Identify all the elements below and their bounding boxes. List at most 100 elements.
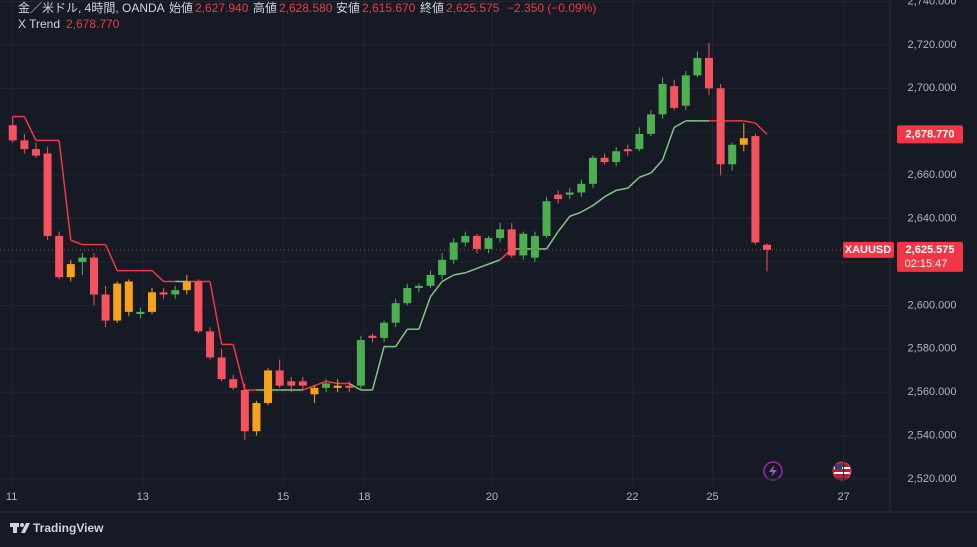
candle-body: [287, 381, 296, 386]
trend-line: [743, 120, 756, 124]
candle-body: [716, 88, 725, 165]
trend-line: [673, 120, 687, 129]
candle-body: [461, 235, 470, 243]
candle-body: [182, 281, 191, 291]
header: 金／米ドル, 4時間, OANDA 始値 2,627.940 高値 2,628.…: [18, 0, 596, 31]
candle-body: [391, 303, 400, 323]
candle-body: [449, 242, 458, 260]
x-tick-label: 22: [626, 491, 638, 503]
candle-body: [159, 292, 168, 295]
trend-line: [151, 270, 165, 283]
indicator-price-label: 2,678.770: [906, 128, 955, 140]
trend-line: [348, 382, 362, 391]
candle-body: [646, 114, 655, 134]
candle-body: [739, 138, 748, 145]
y-tick-label: 2,560.000: [908, 386, 957, 398]
trend-line: [476, 263, 489, 270]
trend-line: [325, 380, 338, 385]
trend-line: [616, 187, 628, 192]
trend-line: [453, 272, 466, 276]
trend-line: [661, 127, 675, 161]
candle-body: [403, 287, 412, 304]
candle-body: [507, 229, 516, 256]
candle-body: [101, 294, 110, 321]
candle-body: [194, 281, 203, 332]
candle-body: [66, 264, 75, 278]
ohlc-value: 2,628.580: [279, 1, 333, 15]
trend-line: [650, 159, 664, 174]
flag-stripe: [834, 472, 850, 474]
ohlc-value: 2,627.940: [195, 1, 249, 15]
symbol-tag-box: [843, 241, 894, 258]
candle-body: [704, 57, 713, 89]
candle-body: [438, 259, 447, 275]
trend-line: [557, 215, 571, 233]
candle-body: [229, 379, 238, 388]
candle-body: [78, 257, 87, 262]
candle-body: [600, 157, 609, 163]
candle-body: [240, 389, 249, 432]
candle-body: [356, 340, 365, 386]
candle-body: [751, 136, 760, 243]
candle-body: [368, 335, 377, 338]
y-tick-label: 2,660.000: [908, 169, 957, 181]
candle-body: [612, 151, 621, 163]
y-tick-label: 2,720.000: [908, 39, 957, 51]
candle-body: [670, 86, 679, 108]
event-icon-bolt: [769, 465, 777, 477]
candle-body: [577, 183, 586, 193]
indicator-value: 2,678.770: [66, 17, 120, 31]
candle-body: [345, 385, 354, 388]
candle-body: [8, 125, 17, 141]
trend-line: [314, 380, 327, 387]
trend-line: [545, 231, 559, 250]
candle-body: [148, 292, 157, 312]
trend-line: [395, 328, 408, 348]
candle-body: [89, 257, 98, 295]
ohlc-value: 2,615.670: [362, 1, 416, 15]
trend-line: [488, 259, 501, 265]
plot: 2,520.000 2,540.000 2,560.000 2,580.000 2,60…: [0, 0, 956, 503]
ohlc-name: 安値: [336, 0, 360, 15]
trend-line: [371, 346, 385, 391]
y-tick-label: 2,520.000: [908, 473, 957, 485]
candle-body: [171, 290, 180, 295]
y-tick-label: 2,600.000: [908, 299, 957, 311]
candle-body: [333, 385, 342, 388]
trend-line: [569, 211, 582, 218]
candle-body: [136, 311, 145, 315]
candle-body: [298, 381, 307, 386]
y-tick-label: 2,740.000: [908, 0, 957, 7]
candle-body: [217, 357, 226, 380]
countdown: 02:15:47: [905, 258, 948, 270]
ohlc-name: 高値: [253, 0, 277, 15]
event-icon[interactable]: [763, 461, 783, 481]
candle-body: [658, 83, 667, 115]
ohlc-name: 終値: [420, 0, 444, 15]
candle-body: [113, 283, 122, 321]
candle-body: [542, 201, 551, 236]
indicator-name: X Trend: [18, 17, 60, 31]
flag-canton: [835, 464, 842, 469]
trend-line: [627, 176, 640, 189]
candle-body: [414, 285, 423, 288]
price-box: [897, 241, 963, 272]
candle-body: [43, 153, 52, 236]
trend-line: [639, 172, 652, 179]
candle-body: [681, 75, 690, 106]
candle-body: [565, 192, 574, 195]
x-tick-label: 27: [837, 491, 849, 503]
ohlc-name: 始値: [169, 0, 193, 15]
candle-body: [472, 235, 481, 249]
price-label: 2,625.575: [906, 244, 955, 256]
trend-line: [209, 281, 223, 345]
x-tick-label: 18: [358, 491, 370, 503]
trend-line: [754, 122, 768, 135]
trend-line: [580, 204, 594, 213]
candle-body: [519, 233, 528, 256]
y-tick-label: 2,580.000: [908, 343, 957, 355]
candle-body: [496, 229, 505, 239]
y-tick-label: 2,700.000: [908, 82, 957, 94]
trend-line: [604, 189, 617, 198]
